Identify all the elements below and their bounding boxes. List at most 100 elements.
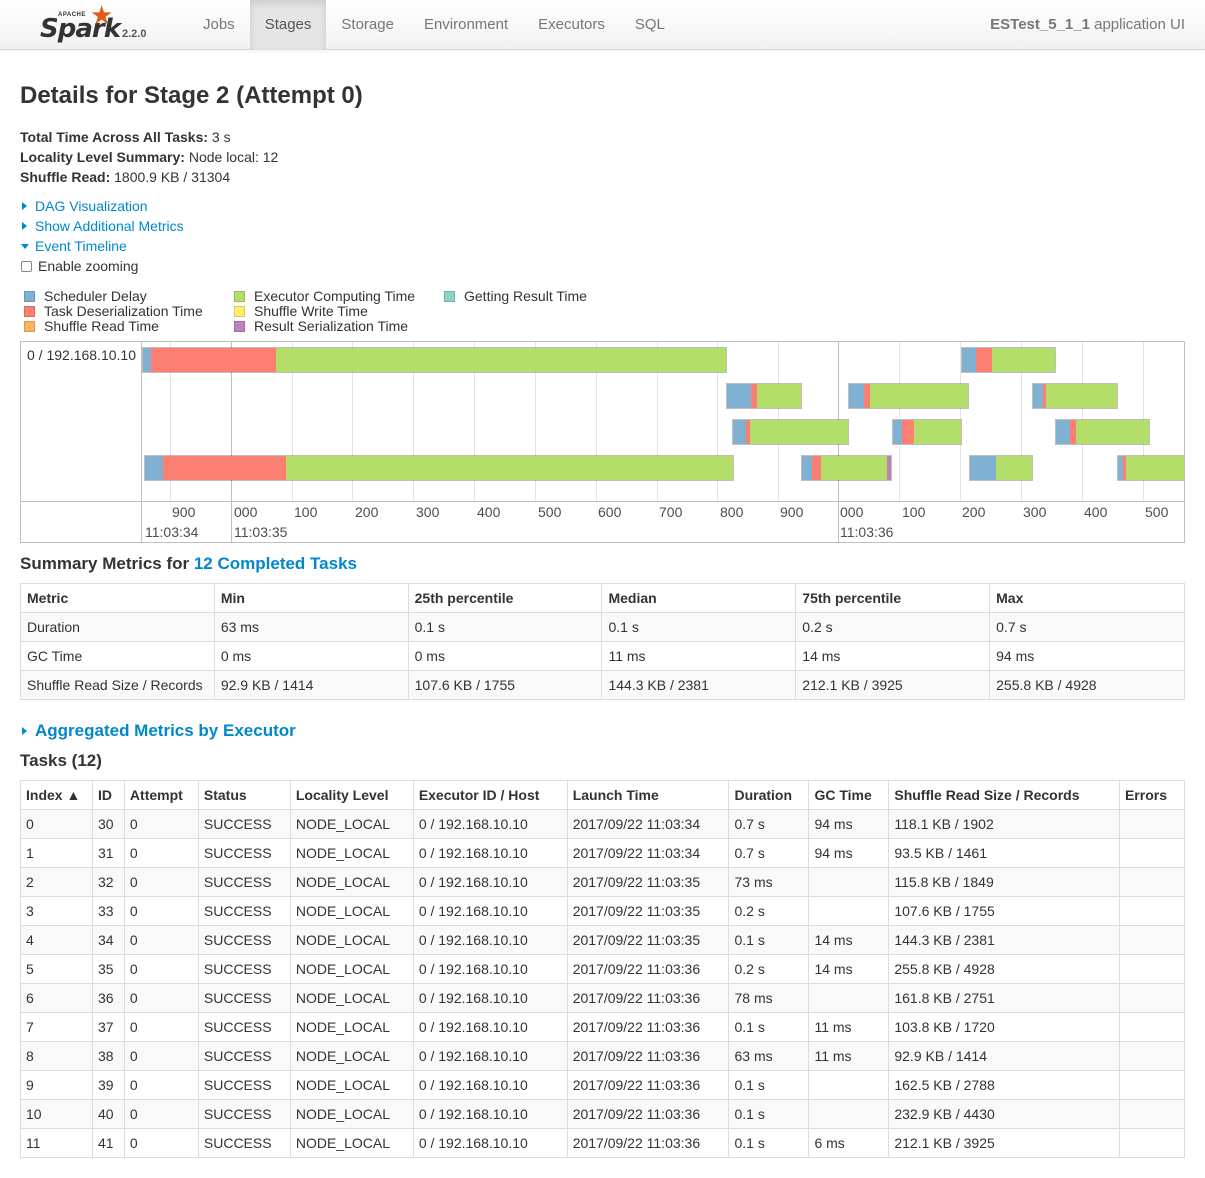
aggregated-metrics-heading: Aggregated Metrics by Executor [20, 721, 296, 741]
timeline-legend: Scheduler Delay Task Deserialization Tim… [24, 289, 724, 337]
timeline-task-10[interactable] [1055, 419, 1150, 445]
table-cell: 36 [91, 983, 125, 1013]
timeline-tick-label: 400 [477, 504, 501, 520]
table-cell: 78 ms [728, 983, 810, 1013]
table-row: 1 31 0 SUCCESS NODE_LOCAL 0 / 192.168.10.10 20… [20, 838, 1186, 868]
task-segment-deserialization [812, 456, 821, 480]
event-timeline-link[interactable]: Event Timeline [20, 238, 127, 254]
timeline-task-8[interactable] [969, 455, 1033, 481]
event-timeline-label: Event Timeline [35, 238, 127, 254]
table-cell: 0 / 192.168.10.10 [412, 925, 568, 955]
timeline-task-4[interactable] [801, 455, 892, 481]
task-segment-scheduler-delay [962, 348, 976, 372]
arrow-right-icon [22, 727, 27, 735]
table-cell: 6 [20, 983, 93, 1013]
tab-storage[interactable]: Storage [341, 16, 394, 33]
task-segment-result-serialization [887, 456, 891, 480]
timeline-task-9[interactable] [1032, 383, 1118, 409]
table-cell: 14 ms [795, 641, 991, 671]
table-cell: 11 ms [601, 641, 797, 671]
shuffle-read-value: 1800.9 KB / 31304 [110, 169, 231, 185]
nav-tabs: Jobs Stages Storage Environment Executor… [188, 0, 680, 50]
timeline-task-2[interactable] [726, 383, 802, 409]
table-cell: 40 [91, 1099, 125, 1129]
timeline-task-6[interactable] [892, 419, 962, 445]
table-cell: 0 [123, 954, 199, 984]
table-cell: 7 [20, 1012, 93, 1042]
table-cell: 162.5 KB / 2788 [888, 1070, 1120, 1100]
enable-zooming-checkbox[interactable] [21, 261, 32, 272]
timeline-task-3[interactable] [732, 419, 849, 445]
task-segment-computing [1046, 384, 1117, 408]
show-additional-metrics-link[interactable]: Show Additional Metrics [20, 218, 184, 234]
tab-executors[interactable]: Executors [538, 16, 605, 33]
completed-tasks-link[interactable]: 12 Completed Tasks [193, 554, 357, 573]
column-header-attempt[interactable]: Attempt [123, 780, 199, 810]
dag-visualization-link[interactable]: DAG Visualization [20, 198, 148, 214]
table-cell [1118, 838, 1186, 868]
timeline-task-7[interactable] [961, 347, 1056, 373]
aggregated-metrics-link[interactable]: Aggregated Metrics by Executor [20, 721, 296, 740]
tab-environment[interactable]: Environment [423, 16, 509, 33]
timeline-task-5[interactable] [848, 383, 969, 409]
table-cell: 6 ms [808, 1128, 890, 1158]
arrow-right-icon [22, 202, 27, 210]
column-header-errors[interactable]: Errors [1118, 780, 1186, 810]
table-cell: NODE_LOCAL [289, 1012, 414, 1042]
column-header-status[interactable]: Status [197, 780, 291, 810]
table-cell: 115.8 KB / 1849 [888, 867, 1120, 897]
timeline-tick-label: 100 [902, 504, 926, 520]
column-header-locality[interactable]: Locality Level [289, 780, 414, 810]
table-cell [1118, 1070, 1186, 1100]
column-header-executor[interactable]: Executor ID / Host [412, 780, 568, 810]
table-cell: 11 [20, 1128, 93, 1158]
table-cell: SUCCESS [197, 896, 291, 926]
task-segment-deserialization [1070, 420, 1076, 444]
app-title: ESTest_5_1_1 application UI [990, 0, 1185, 50]
spark-logo[interactable]: APACHE Spark ★ 2.2.0 [38, 0, 158, 48]
table-row: GC Time 0 ms 0 ms 11 ms 14 ms 94 ms [20, 641, 1185, 671]
timeline-task-0[interactable] [142, 347, 727, 373]
table-row: Duration 63 ms 0.1 s 0.1 s 0.2 s 0.7 s [20, 612, 1185, 642]
legend-executor-computing: Executor Computing Time [234, 289, 415, 304]
arrow-right-icon [22, 222, 27, 230]
task-segment-scheduler-delay [145, 456, 163, 480]
table-cell: 37 [91, 1012, 125, 1042]
tab-stages[interactable]: Stages [249, 0, 327, 50]
column-header-gc-time[interactable]: GC Time [808, 780, 890, 810]
arrow-down-icon [21, 244, 29, 249]
timeline-task-11[interactable] [1117, 455, 1184, 481]
table-cell: 2017/09/22 11:03:36 [566, 1070, 730, 1100]
table-cell: 161.8 KB / 2751 [888, 983, 1120, 1013]
table-cell: SUCCESS [197, 867, 291, 897]
column-header-shuffle-read[interactable]: Shuffle Read Size / Records [888, 780, 1120, 810]
table-cell: SUCCESS [197, 1128, 291, 1158]
column-header-launch-time[interactable]: Launch Time [566, 780, 730, 810]
task-segment-deserialization [151, 348, 276, 372]
table-cell: 11 ms [808, 1012, 890, 1042]
event-timeline[interactable]: 0 / 192.168.10.10 900 000 100 200 300 40… [20, 341, 1185, 543]
legend-label: Task Deserialization Time [44, 303, 203, 319]
task-segment-deserialization [1123, 456, 1126, 480]
column-header-duration[interactable]: Duration [728, 780, 810, 810]
tab-sql[interactable]: SQL [634, 16, 665, 33]
table-cell: 0.7 s [728, 809, 810, 839]
column-header: 75th percentile [795, 583, 991, 613]
legend-label: Shuffle Read Time [44, 318, 159, 334]
timeline-tick-label: 200 [962, 504, 986, 520]
legend-label: Result Serialization Time [254, 318, 409, 334]
legend-getting-result: Getting Result Time [444, 289, 587, 304]
table-cell: 0.1 s [601, 612, 797, 642]
aggregated-metrics-label: Aggregated Metrics by Executor [35, 721, 296, 740]
table-cell: 0 [20, 809, 93, 839]
timeline-tick-label: 000 [234, 504, 258, 520]
table-cell: 0.2 s [728, 896, 810, 926]
table-cell: 2017/09/22 11:03:36 [566, 1128, 730, 1158]
table-cell: 63 ms [728, 1041, 810, 1071]
column-header-index[interactable]: Index ▲ [20, 780, 93, 810]
task-segment-scheduler-delay [970, 456, 996, 480]
timeline-task-1[interactable] [144, 455, 734, 481]
table-cell: SUCCESS [197, 1070, 291, 1100]
column-header-id[interactable]: ID [91, 780, 125, 810]
tab-jobs[interactable]: Jobs [203, 16, 235, 33]
